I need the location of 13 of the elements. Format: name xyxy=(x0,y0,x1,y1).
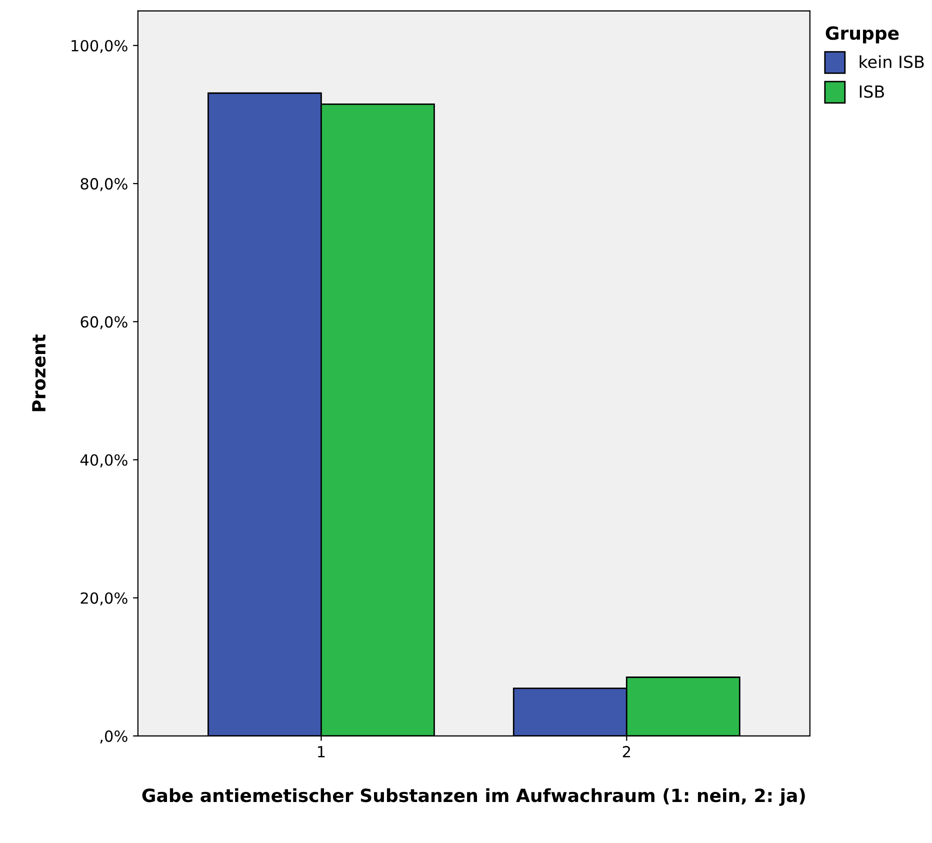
x-tick-label: 1 xyxy=(318,746,325,758)
y-tick-label: 60,0% xyxy=(80,316,128,330)
y-tick-label: 20,0% xyxy=(80,592,128,606)
y-tick-label: ,0% xyxy=(100,730,128,744)
y-tick-label: 40,0% xyxy=(80,454,128,468)
y-tick-label: 100,0% xyxy=(72,40,128,54)
y-tick-label: 80,0% xyxy=(80,178,128,192)
legend-label: kein ISB xyxy=(860,55,924,68)
legend-label: ISB xyxy=(860,85,884,98)
y-axis-title: Prozent xyxy=(32,334,46,412)
legend-title: Gruppe xyxy=(826,26,899,44)
x-axis-title: Gabe antiemetischer Substanzen im Aufwachraum (1: nein, 2: ja) xyxy=(142,788,805,806)
x-tick-label: 2 xyxy=(622,746,630,758)
